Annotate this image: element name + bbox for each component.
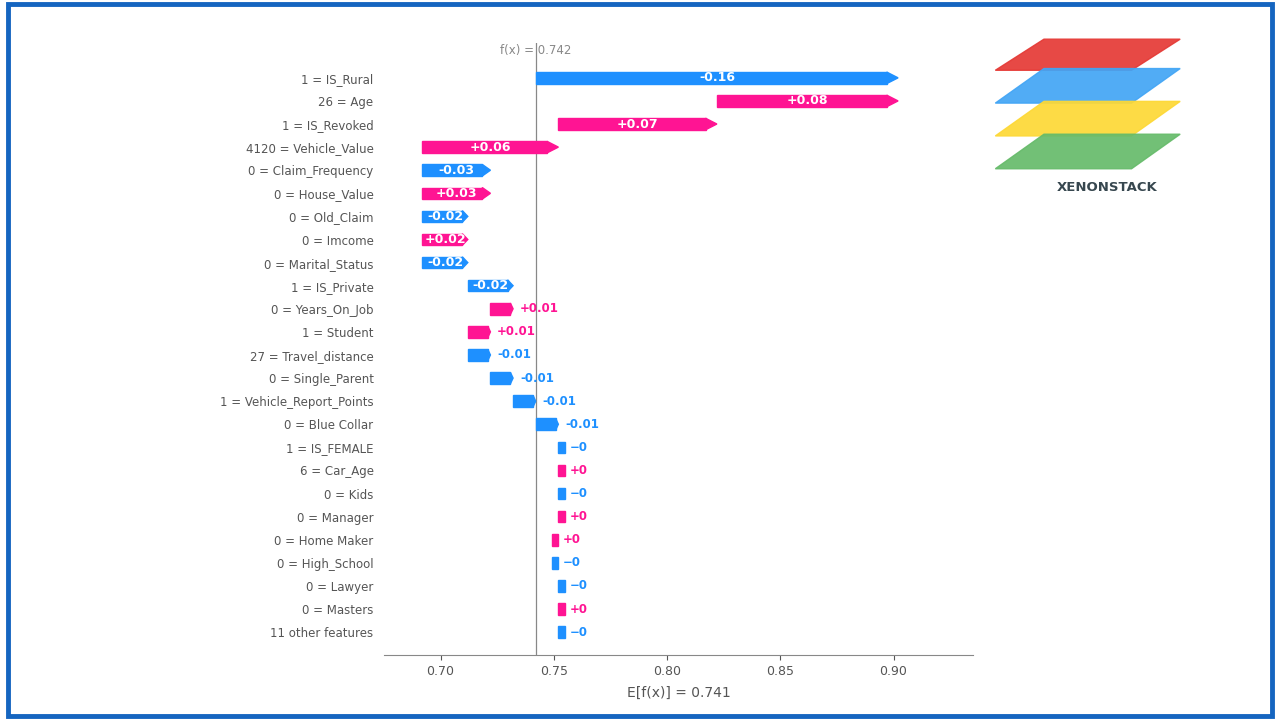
Bar: [552, 534, 558, 546]
Bar: [422, 257, 462, 269]
Text: +0.03: +0.03: [435, 186, 477, 200]
Text: -0.02: -0.02: [428, 256, 463, 269]
Polygon shape: [887, 95, 899, 107]
Polygon shape: [996, 102, 1180, 136]
Text: +0: +0: [570, 464, 588, 477]
Bar: [422, 187, 483, 199]
Bar: [536, 72, 887, 84]
Text: f(x) = 0.742: f(x) = 0.742: [500, 44, 571, 57]
Text: +0.01: +0.01: [520, 302, 559, 315]
Text: XENONSTACK: XENONSTACK: [1057, 181, 1157, 194]
Text: -0.01: -0.01: [543, 395, 576, 408]
Polygon shape: [996, 39, 1180, 71]
Text: -0.02: -0.02: [428, 210, 463, 223]
Polygon shape: [705, 118, 717, 130]
Polygon shape: [532, 395, 536, 407]
X-axis label: E[f(x)] = 0.741: E[f(x)] = 0.741: [626, 686, 731, 701]
Polygon shape: [887, 72, 899, 84]
Bar: [558, 626, 566, 638]
Text: +0.01: +0.01: [497, 325, 536, 338]
Bar: [558, 464, 566, 476]
Polygon shape: [511, 303, 513, 315]
Bar: [558, 441, 566, 453]
Text: +0: +0: [570, 510, 588, 523]
Bar: [558, 580, 566, 592]
Text: +0: +0: [563, 534, 581, 546]
Polygon shape: [996, 134, 1180, 168]
Bar: [467, 349, 488, 361]
Bar: [490, 303, 511, 315]
Polygon shape: [996, 68, 1180, 103]
Bar: [513, 395, 532, 407]
Bar: [558, 118, 705, 130]
Bar: [490, 372, 511, 384]
Polygon shape: [483, 164, 490, 176]
Text: −0: −0: [570, 626, 588, 639]
Text: +0.02: +0.02: [425, 233, 466, 246]
Polygon shape: [508, 280, 513, 292]
Text: −0: −0: [570, 441, 588, 454]
Polygon shape: [462, 211, 467, 222]
Text: +0.06: +0.06: [470, 140, 511, 153]
Text: -0.01: -0.01: [520, 372, 554, 384]
Polygon shape: [488, 349, 490, 361]
Bar: [558, 487, 566, 499]
Bar: [558, 511, 566, 523]
Bar: [422, 164, 483, 176]
Bar: [536, 418, 556, 430]
Polygon shape: [483, 187, 490, 199]
Bar: [552, 557, 558, 569]
Text: -0.01: -0.01: [497, 348, 531, 361]
Bar: [422, 211, 462, 222]
Text: -0.01: -0.01: [566, 418, 599, 431]
Bar: [467, 326, 488, 338]
Text: +0.08: +0.08: [787, 94, 828, 107]
Bar: [558, 603, 566, 615]
Text: −0: −0: [563, 557, 581, 570]
Bar: [717, 95, 887, 107]
Polygon shape: [462, 257, 467, 269]
Bar: [467, 280, 508, 292]
Bar: [422, 234, 462, 246]
Text: +0: +0: [570, 603, 588, 616]
Text: +0.07: +0.07: [617, 117, 658, 130]
Polygon shape: [511, 372, 513, 384]
Text: −0: −0: [570, 580, 588, 593]
Text: −0: −0: [570, 487, 588, 500]
Text: -0.16: -0.16: [699, 71, 735, 84]
Polygon shape: [556, 418, 558, 430]
Polygon shape: [488, 326, 490, 338]
Text: -0.03: -0.03: [439, 163, 475, 176]
Polygon shape: [547, 141, 558, 153]
Text: -0.02: -0.02: [472, 279, 508, 292]
Polygon shape: [462, 234, 467, 246]
Bar: [422, 141, 547, 153]
